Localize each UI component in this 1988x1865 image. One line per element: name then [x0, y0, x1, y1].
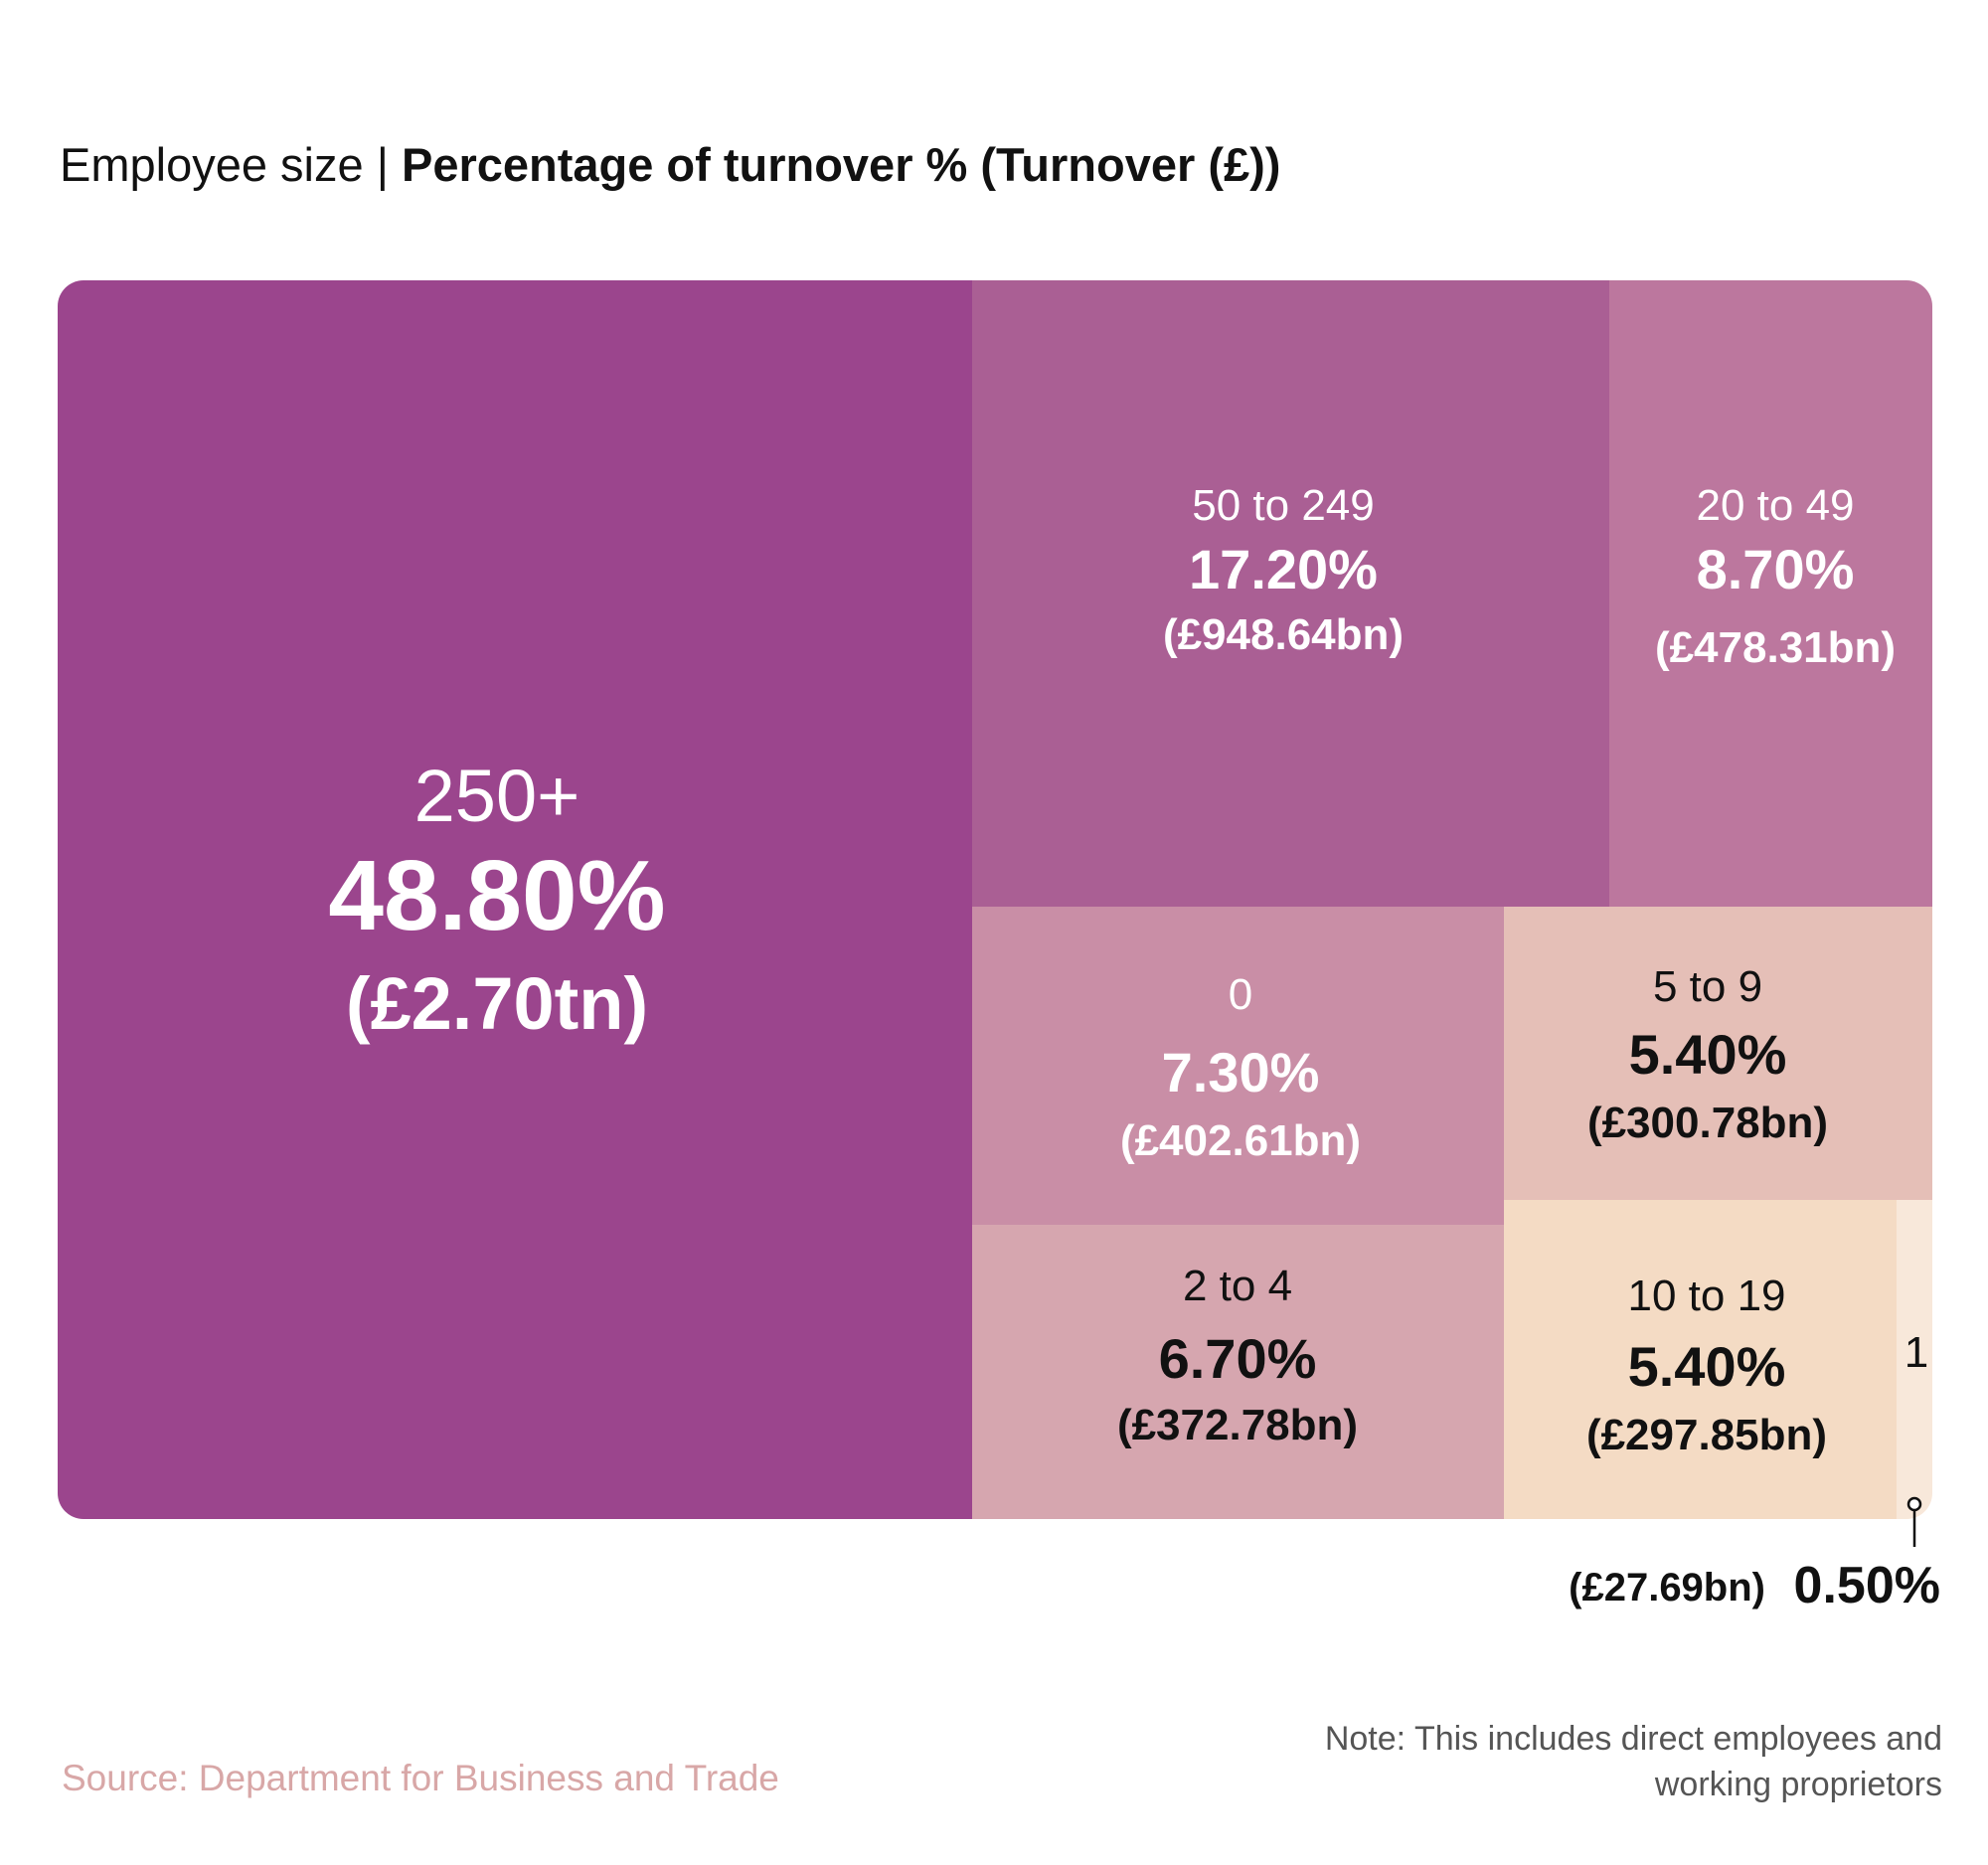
tile-1: [1897, 1200, 1932, 1519]
chart-title-prefix: Employee size |: [60, 138, 402, 191]
tile-label-50-to-249: 50 to 249: [1192, 481, 1375, 530]
tile-value-50-to-249: (£948.64bn): [1163, 610, 1404, 659]
tile-2-to-4: [972, 1225, 1504, 1519]
tile-label-20-to-49: 20 to 49: [1696, 481, 1854, 530]
tile-250plus: [58, 280, 972, 1519]
tile-label-1: 1: [1905, 1328, 1928, 1377]
tile-percent-20-to-49: 8.70%: [1697, 538, 1855, 600]
tile-label-0: 0: [1229, 970, 1252, 1019]
tile-value-10-to-19: (£297.85bn): [1586, 1411, 1827, 1459]
tile-value-0: (£402.61bn): [1120, 1116, 1361, 1165]
tile-value-2-to-4: (£372.78bn): [1117, 1401, 1358, 1449]
tile-value-5-to-9: (£300.78bn): [1587, 1099, 1828, 1147]
tile-percent-2-to-4: 6.70%: [1159, 1327, 1317, 1390]
chart-title-main: Percentage of turnover % (Turnover (£)): [401, 138, 1281, 191]
tile-value-20-to-49: (£478.31bn): [1655, 623, 1896, 672]
callout-marker: [1906, 1496, 1922, 1512]
tile-20-to-49: [1609, 280, 1932, 907]
source-text: Source: Department for Business and Trad…: [62, 1758, 779, 1798]
tile-label-5-to-9: 5 to 9: [1653, 962, 1762, 1011]
tile-percent-50-to-249: 17.20%: [1189, 538, 1378, 600]
treemap-chart: 250+48.80% (£2.70tn) 50 to 249 17.20% (£948.…: [58, 280, 1940, 1614]
tile-label-10-to-19: 10 to 19: [1627, 1272, 1785, 1320]
note-text: Note: This includes direct employees and…: [1324, 1720, 1942, 1803]
chart-title: Employee size | Percentage of turnover %…: [60, 137, 1280, 192]
tile-10-to-19: [1504, 1200, 1897, 1519]
tile-percent-10-to-19: 5.40%: [1628, 1335, 1786, 1398]
tile-value-250plus: (£2.70tn): [346, 962, 648, 1045]
tile-percent-0: 7.30%: [1162, 1041, 1320, 1103]
tile-value-1: (£27.69bn): [1569, 1566, 1765, 1610]
tile-label-2-to-4: 2 to 4: [1183, 1262, 1292, 1310]
tile-0: [972, 907, 1504, 1225]
tile-percent-5-to-9: 5.40%: [1629, 1023, 1787, 1086]
tile-label-250plus: 250+: [414, 755, 580, 837]
tile-percent-250plus: 48.80%: [328, 840, 665, 951]
tile-percent-1: 0.50%: [1794, 1557, 1940, 1614]
tile-5-to-9: [1504, 907, 1932, 1200]
tile-50-to-249: [972, 280, 1609, 907]
